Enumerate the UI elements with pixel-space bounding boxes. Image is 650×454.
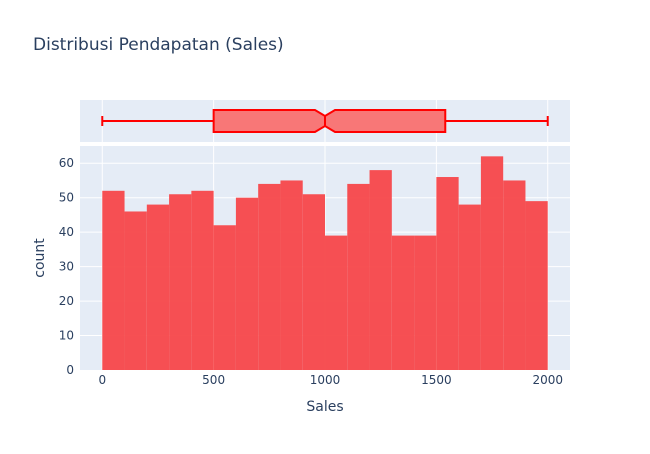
box-body[interactable] [212, 109, 447, 133]
x-tick-label: 500 [202, 373, 225, 387]
y-tick-label: 50 [59, 191, 74, 205]
y-tick-label: 10 [59, 329, 74, 343]
histogram-bar [525, 201, 548, 370]
x-tick-label: 0 [98, 373, 106, 387]
histogram-bar [503, 180, 526, 370]
y-tick-label: 0 [66, 363, 74, 377]
histogram-bar [325, 235, 348, 370]
histogram-bar [369, 170, 392, 370]
histogram-bar [458, 204, 481, 370]
histogram-bar [302, 194, 325, 370]
histogram-bar [235, 197, 259, 370]
x-axis-ticks: 0 500 1000 1500 2000 [98, 373, 563, 387]
y-axis-label: count [32, 238, 48, 278]
histogram-bar [258, 183, 281, 370]
x-axis-label: Sales [306, 399, 343, 415]
histogram-bar [169, 194, 192, 370]
chart-title: Distribusi Pendapatan (Sales) [33, 35, 284, 55]
y-tick-label: 40 [59, 225, 74, 239]
box-plot-panel [80, 100, 570, 142]
y-axis-ticks: 0 10 20 30 40 50 60 [59, 156, 74, 377]
histogram-bar [480, 156, 504, 370]
y-tick-label: 30 [59, 260, 74, 274]
histogram-bar [124, 211, 147, 370]
histogram-bar [414, 235, 437, 370]
histogram-bars [102, 156, 548, 370]
box-plot[interactable] [101, 109, 549, 133]
x-tick-label: 1500 [421, 373, 452, 387]
y-tick-label: 60 [59, 156, 74, 170]
y-tick-label: 20 [59, 294, 74, 308]
histogram-panel: 0 10 20 30 40 50 60 0 500 1000 1500 2000 [59, 146, 570, 387]
histogram-bar [347, 183, 370, 370]
x-tick-label: 2000 [532, 373, 563, 387]
histogram-bar [213, 225, 236, 370]
histogram-bar [102, 190, 125, 370]
histogram-bar [391, 235, 415, 370]
histogram-bar [146, 204, 170, 370]
histogram-bar [191, 190, 214, 370]
histogram-bar [280, 180, 303, 370]
x-tick-label: 1000 [310, 373, 341, 387]
histogram-bar [436, 177, 459, 370]
